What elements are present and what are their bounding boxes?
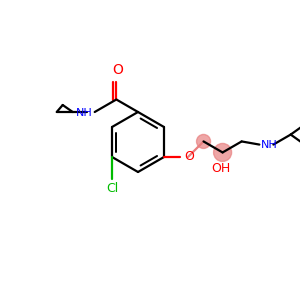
Text: O: O bbox=[112, 64, 123, 77]
Circle shape bbox=[214, 143, 232, 161]
Circle shape bbox=[196, 134, 211, 148]
Text: NH: NH bbox=[261, 140, 278, 150]
Text: NH: NH bbox=[76, 108, 93, 118]
Text: OH: OH bbox=[211, 162, 230, 176]
Text: Cl: Cl bbox=[106, 182, 118, 195]
Text: O: O bbox=[184, 151, 194, 164]
